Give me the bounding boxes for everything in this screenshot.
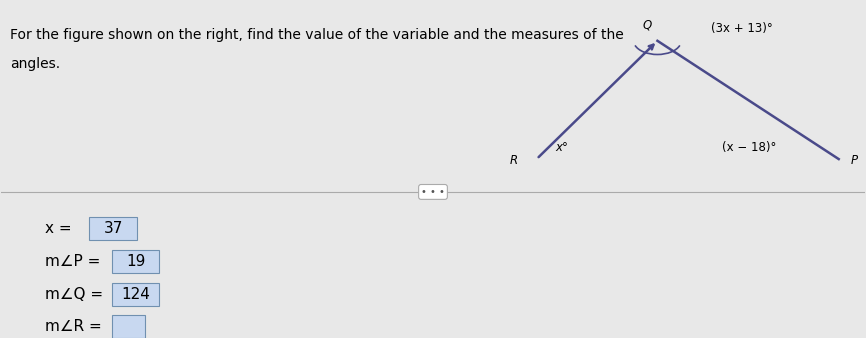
- Text: For the figure shown on the right, find the value of the variable and the measur: For the figure shown on the right, find …: [10, 28, 624, 42]
- Text: • • •: • • •: [421, 187, 445, 197]
- FancyBboxPatch shape: [112, 315, 145, 338]
- Text: Q: Q: [643, 19, 652, 32]
- Text: x =: x =: [44, 221, 76, 236]
- Text: m∠R =: m∠R =: [44, 319, 107, 334]
- Text: (x − 18)°: (x − 18)°: [722, 142, 777, 154]
- Text: P: P: [850, 154, 858, 167]
- Text: x°: x°: [556, 142, 568, 154]
- FancyBboxPatch shape: [112, 283, 159, 306]
- Text: 124: 124: [121, 287, 150, 301]
- Text: (3x + 13)°: (3x + 13)°: [711, 22, 772, 35]
- Text: R: R: [509, 154, 518, 167]
- Text: 37: 37: [104, 221, 123, 236]
- Text: angles.: angles.: [10, 57, 60, 71]
- FancyBboxPatch shape: [89, 217, 137, 240]
- Text: m∠P =: m∠P =: [44, 254, 105, 269]
- FancyBboxPatch shape: [112, 250, 159, 273]
- Text: m∠Q =: m∠Q =: [44, 287, 107, 301]
- Text: 19: 19: [126, 254, 145, 269]
